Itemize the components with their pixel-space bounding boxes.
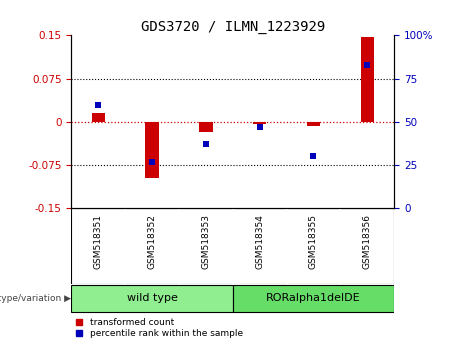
Text: wild type: wild type (127, 293, 177, 303)
Text: GSM518354: GSM518354 (255, 215, 264, 269)
Legend: transformed count, percentile rank within the sample: transformed count, percentile rank withi… (76, 318, 242, 338)
Bar (307, 122, 320, 126)
Title: GDS3720 / ILMN_1223929: GDS3720 / ILMN_1223929 (141, 21, 325, 34)
Text: genotype/variation ▶: genotype/variation ▶ (0, 294, 71, 303)
Bar (253, 122, 266, 124)
Bar (199, 122, 213, 132)
Text: RORalpha1delDE: RORalpha1delDE (266, 293, 361, 303)
Bar (233, 285, 394, 312)
Bar (71, 285, 233, 312)
Text: GSM518353: GSM518353 (201, 215, 210, 269)
Text: GSM518355: GSM518355 (309, 215, 318, 269)
Text: GSM518351: GSM518351 (94, 215, 103, 269)
Text: GSM518352: GSM518352 (148, 215, 157, 269)
Bar (145, 122, 159, 178)
Bar (92, 113, 105, 122)
Text: GSM518356: GSM518356 (363, 215, 372, 269)
Bar (361, 36, 374, 122)
